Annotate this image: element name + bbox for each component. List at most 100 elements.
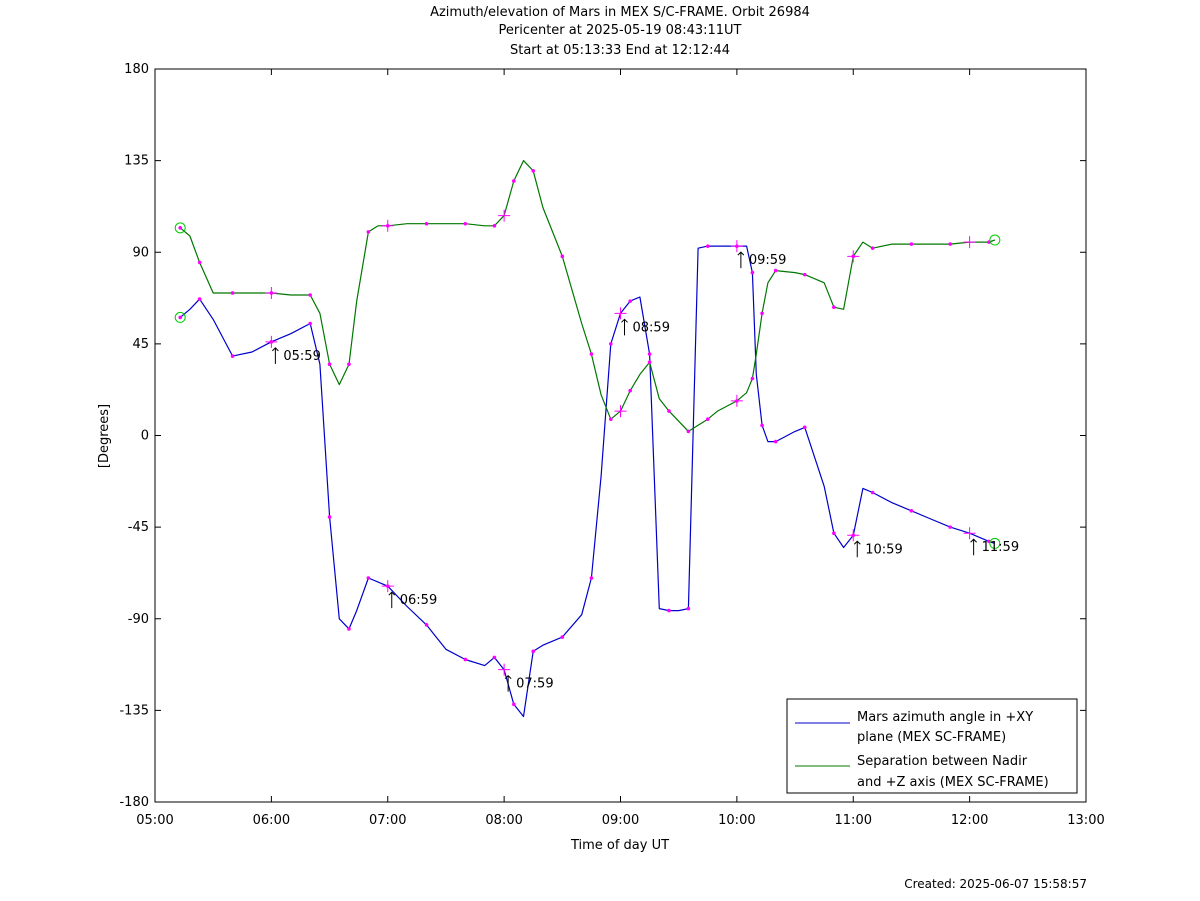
time-label-arrow: [388, 591, 396, 609]
time-label-arrow: [853, 540, 861, 558]
data-point-marker: [230, 291, 235, 295]
time-label: 05:59: [283, 349, 320, 364]
legend-label-azimuth-2: plane (MEX SC-FRAME): [857, 730, 1006, 745]
end-marker: [989, 234, 1001, 246]
data-point-marker: [366, 230, 371, 234]
time-label-arrow: [970, 538, 977, 556]
data-point-marker: [909, 242, 914, 246]
x-tick-label: 05:00: [136, 813, 173, 828]
data-point-marker: [948, 242, 953, 246]
x-tick-label: 13:00: [1067, 813, 1104, 828]
data-point-marker: [230, 354, 235, 358]
axis-ticks: [154, 68, 1087, 803]
time-labels: 05:59 06:59 07:59 08:59 09:59 10:59 11:59: [272, 251, 1019, 692]
y-tick-label: -45: [128, 520, 149, 535]
data-point-marker: [909, 509, 914, 513]
data-point-marker: [531, 649, 536, 654]
data-point-marker: [512, 702, 516, 707]
time-label: 11:59: [982, 540, 1019, 555]
series-line-separation: [179, 160, 996, 432]
legend-box: [786, 698, 1078, 794]
data-point-marker: [589, 352, 594, 356]
time-label: 09:59: [749, 253, 786, 268]
data-point-marker: [424, 623, 429, 627]
chart-subtitle-time-range: Start at 05:13:33 End at 12:12:44: [509, 43, 731, 58]
data-point-marker: [948, 525, 953, 529]
point-markers: [174, 169, 1001, 707]
hour-cross-marker: [730, 240, 743, 253]
legend: Mars azimuth angle in +XY plane (MEX SC-…: [786, 698, 1078, 794]
time-label-arrow: [272, 347, 279, 364]
x-tick-label: 08:00: [485, 813, 522, 828]
hour-cross-marker: [963, 236, 976, 249]
data-point-marker: [773, 439, 778, 444]
time-label-arrow: [737, 251, 745, 269]
data-point-marker: [492, 655, 497, 660]
data-point-marker: [327, 362, 332, 367]
hour-cross-marker: [614, 307, 627, 320]
chart-subtitle-pericenter: Pericenter at 2025-05-19 08:43:11UT: [498, 23, 742, 38]
y-tick-label: 90: [132, 245, 149, 260]
data-point-marker: [197, 260, 202, 265]
hour-cross-marker: [847, 250, 860, 263]
data-point-marker: [628, 299, 632, 303]
y-tick-label: 45: [132, 337, 149, 352]
x-axis-label: Time of day UT: [570, 838, 669, 853]
series-line-azimuth: [179, 245, 995, 718]
y-tick-label: 180: [124, 62, 149, 77]
y-tick-label: -90: [128, 612, 149, 627]
data-point-marker: [802, 425, 807, 430]
hour-cross-marker: [963, 527, 976, 540]
hour-cross-marker: [498, 663, 511, 676]
data-point-marker: [832, 531, 836, 536]
hour-cross-marker: [381, 580, 394, 593]
hour-cross-marker: [730, 394, 743, 407]
x-tick-label: 09:00: [602, 813, 639, 828]
data-point-marker: [327, 515, 332, 519]
hour-cross-marker: [847, 529, 860, 542]
plot-frame: [154, 68, 1087, 803]
data-point-marker: [560, 254, 565, 259]
start-marker: [174, 222, 186, 234]
data-point-marker: [347, 627, 351, 631]
data-point-marker: [512, 179, 516, 183]
created-timestamp: Created: 2025-06-07 15:58:57: [904, 877, 1087, 891]
data-point-marker: [647, 352, 652, 356]
data-point-marker: [463, 221, 468, 226]
start-marker: [174, 311, 186, 323]
chart-title: Azimuth/elevation of Mars in MEX S/C-FRA…: [430, 5, 810, 20]
data-point-marker: [773, 268, 778, 273]
data-point-marker: [760, 423, 764, 428]
data-point-marker: [197, 297, 202, 301]
hour-cross-marker: [265, 335, 278, 348]
hour-cross-marker: [265, 286, 278, 299]
y-axis-label: [Degrees]: [97, 404, 112, 468]
data-point-marker: [750, 376, 755, 381]
data-point-marker: [178, 226, 183, 230]
data-point-marker: [424, 221, 429, 226]
legend-label-separation-1: Separation between Nadir: [857, 754, 1028, 769]
data-point-marker: [178, 315, 183, 320]
data-point-marker: [492, 223, 497, 228]
y-tick-label: -180: [119, 795, 149, 810]
time-label: 06:59: [400, 593, 437, 608]
data-point-marker: [531, 169, 536, 173]
data-point-marker: [347, 362, 351, 367]
time-label: 07:59: [516, 677, 553, 692]
y-tick-label: 135: [124, 154, 149, 169]
data-point-marker: [750, 270, 755, 275]
data-point-marker: [705, 244, 710, 248]
end-marker: [989, 537, 1001, 549]
data-point-marker: [589, 576, 594, 580]
hour-cross-marker: [614, 405, 627, 418]
data-point-marker: [308, 293, 312, 297]
data-point-marker: [308, 321, 312, 326]
data-point-marker: [667, 409, 671, 413]
data-point-marker: [667, 608, 671, 613]
legend-label-azimuth-1: Mars azimuth angle in +XY: [857, 710, 1033, 725]
x-tick-label: 10:00: [718, 813, 755, 828]
data-point-marker: [686, 606, 691, 611]
y-tick-labels: 180 135 90 45 0 -45 -90 -135 -180: [119, 62, 149, 810]
x-tick-label: 11:00: [835, 813, 872, 828]
